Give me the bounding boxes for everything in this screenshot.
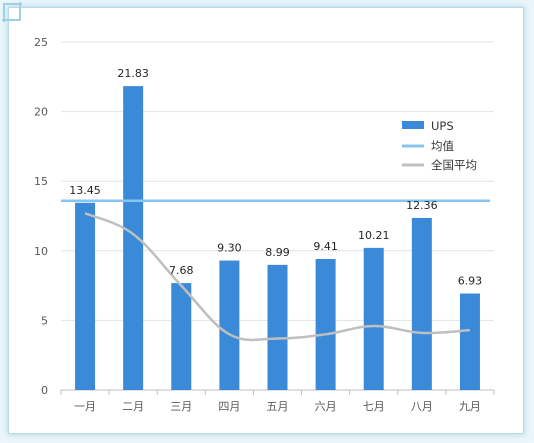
bar (123, 86, 144, 390)
y-axis: 0 5 10 15 20 25 (34, 36, 48, 397)
legend-swatch-ups (402, 121, 424, 129)
y-tick-label: 5 (41, 314, 48, 327)
series-lines (61, 199, 490, 342)
bottom-right-corner-decoration (2, 2, 21, 21)
x-tick-label: 五月 (267, 400, 289, 413)
data-label: 12.36 (406, 199, 438, 212)
y-tick-label: 10 (34, 245, 48, 258)
x-tick-label: 一月 (74, 400, 96, 413)
data-label: 21.83 (117, 67, 149, 80)
bar (411, 217, 432, 390)
data-label: 6.93 (458, 275, 483, 288)
bar (171, 283, 192, 390)
x-tick-label: 四月 (218, 400, 240, 413)
legend-label-ups: UPS (431, 119, 454, 133)
bar (315, 259, 336, 390)
data-label: 7.68 (169, 264, 194, 277)
legend-label-national-average: 全国平均 (431, 158, 477, 172)
x-tick-label: 三月 (170, 400, 192, 413)
x-tick-label: 六月 (315, 400, 337, 413)
legend-label-mean: 均值 (431, 139, 454, 153)
x-tick-label: 九月 (459, 400, 481, 413)
y-tick-label: 25 (34, 36, 48, 49)
x-tick-label: 二月 (122, 400, 144, 413)
data-label: 9.30 (217, 242, 242, 255)
data-labels: 13.45 21.83 7.68 9.30 8.99 9.41 10.21 12.36 6.93 (69, 67, 482, 287)
y-tick-label: 20 (34, 106, 48, 119)
bar (75, 202, 96, 390)
x-tick-label: 八月 (411, 400, 433, 413)
data-label: 10.21 (358, 229, 390, 242)
data-label: 13.45 (69, 184, 101, 197)
y-tick-label: 15 (34, 175, 48, 188)
data-label: 9.41 (313, 240, 338, 253)
top-left-corner-decoration (3, 3, 22, 22)
bar (363, 247, 384, 390)
bar (459, 293, 480, 390)
bar (267, 264, 288, 390)
x-tick-label: 七月 (363, 400, 385, 413)
bars (75, 86, 480, 390)
bar (219, 260, 240, 390)
data-label: 8.99 (265, 246, 290, 259)
y-tick-label: 0 (41, 384, 48, 397)
x-axis: 一月 二月 三月 四月 五月 六月 七月 八月 九月 (60, 390, 495, 413)
series-line-national-average (84, 212, 471, 342)
